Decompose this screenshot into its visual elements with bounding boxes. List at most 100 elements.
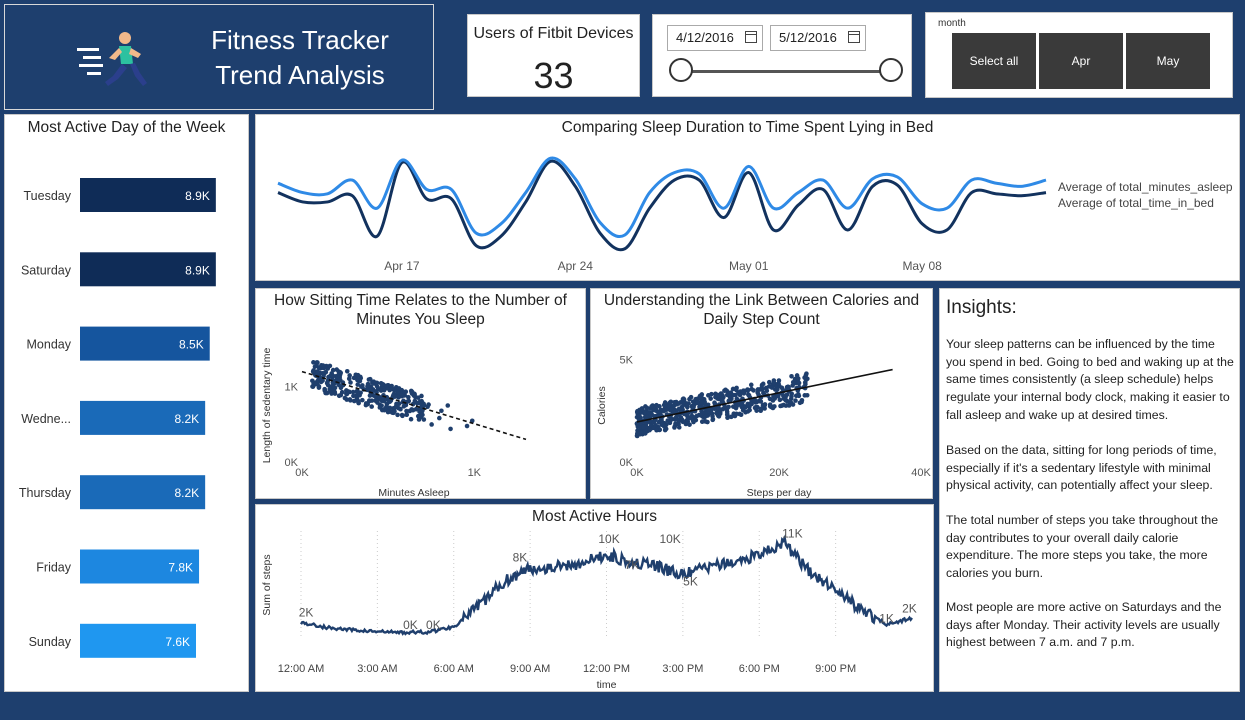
scatter-point <box>705 407 711 413</box>
scatter-point <box>320 370 325 376</box>
scatter-point <box>708 396 713 401</box>
x-tick-label: 6:00 AM <box>434 663 474 675</box>
scatter-point <box>351 398 357 404</box>
scatter-point <box>661 408 667 414</box>
scatter-point <box>418 405 424 410</box>
x-tick-label: Apr 24 <box>558 259 594 273</box>
scatter-point <box>322 386 327 392</box>
scatter-point <box>320 363 326 368</box>
slider-start-handle[interactable] <box>669 58 693 82</box>
scatter-point <box>371 379 376 384</box>
trend-line <box>636 368 893 423</box>
active-day-bar-chart: Tuesday 8.9K Saturday 8.9K Monday 8.5K Wedne..… <box>19 178 216 658</box>
scatter-point <box>314 363 319 369</box>
scatter-point <box>749 386 754 392</box>
scatter-point <box>671 409 677 415</box>
active-day-chart-title: Most Active Day of the Week <box>27 119 226 136</box>
slider-end-handle[interactable] <box>879 58 903 82</box>
bar-category-label: Friday <box>36 561 71 575</box>
scatter-point <box>758 387 764 392</box>
scatter-point <box>689 413 695 419</box>
calendar-icon[interactable] <box>745 31 757 43</box>
y-tick-label: 1K <box>285 382 299 394</box>
scatter-point <box>726 404 731 410</box>
scatter-point <box>312 380 317 386</box>
april-button[interactable]: Apr <box>1039 33 1123 89</box>
scatter-point <box>395 412 400 418</box>
scatter-point <box>372 393 378 399</box>
scatter-point <box>667 400 673 406</box>
scatter-point <box>685 416 691 422</box>
y-tick-label: 5K <box>620 354 634 366</box>
scatter-point <box>709 391 714 397</box>
scatter-point <box>777 397 783 403</box>
scatter-point <box>727 390 733 396</box>
insight-paragraph: Your sleep patterns can be influenced by… <box>946 337 1234 422</box>
scatter-point <box>790 383 795 388</box>
bar <box>80 252 216 287</box>
start-date-input[interactable]: 4/12/2016 <box>667 25 763 51</box>
x-tick-label: 12:00 AM <box>278 663 324 675</box>
legend-entry: Average of total_time_in_bed <box>1058 196 1214 210</box>
scatter-point <box>639 420 644 426</box>
scatter-point <box>660 422 666 427</box>
x-tick-label: 12:00 PM <box>583 663 630 675</box>
may-button[interactable]: May <box>1126 33 1210 89</box>
sedentary-scatter-panel: How Sitting Time Relates to the Number o… <box>255 288 586 499</box>
bar-value-label: 8.9K <box>185 189 210 203</box>
x-axis-label: Steps per day <box>747 487 813 499</box>
scatter-point <box>748 382 754 388</box>
select-all-button[interactable]: Select all <box>952 33 1036 89</box>
scatter-point <box>399 412 405 418</box>
scatter-point <box>315 369 320 374</box>
x-tick-label: May 08 <box>902 259 942 273</box>
scatter-point <box>389 386 395 392</box>
end-date-input[interactable]: 5/12/2016 <box>770 25 866 51</box>
data-label: 1K <box>879 611 894 625</box>
bar-value-label: 8.2K <box>174 486 199 500</box>
scatter-point <box>724 412 730 417</box>
scatter-point <box>758 399 764 404</box>
dashboard-title: Fitness Tracker Trend Analysis <box>210 23 390 93</box>
scatter-point <box>741 407 746 412</box>
active-hours-title: Most Active Hours <box>532 508 657 525</box>
runner-icon <box>77 32 147 86</box>
scatter-point <box>644 405 650 411</box>
scatter-point <box>781 393 786 399</box>
scatter-point <box>324 380 330 386</box>
scatter-point <box>412 399 418 405</box>
scatter-point <box>699 419 705 424</box>
scatter-point <box>379 403 384 408</box>
sleep-line-chart: Apr 17 Apr 24 May 01 May 08 Average of total… <box>277 156 1233 273</box>
date-range-slider[interactable] <box>679 70 891 73</box>
scatter-point <box>803 381 808 387</box>
scatter-point <box>752 398 757 404</box>
calendar-icon[interactable] <box>848 31 860 43</box>
scatter-point <box>363 402 369 408</box>
bar <box>80 549 200 584</box>
scatter-point <box>703 414 708 419</box>
scatter-point <box>734 403 740 409</box>
data-label: 8K <box>513 551 528 565</box>
scatter-point <box>673 416 678 421</box>
insights-heading: Insights: <box>946 297 1017 318</box>
scatter-point <box>327 386 333 392</box>
scatter-point <box>425 404 430 410</box>
scatter-point <box>392 405 398 410</box>
scatter-point <box>396 386 402 391</box>
date-slicer: 4/12/2016 5/12/2016 <box>652 14 912 97</box>
scatter-point <box>406 394 411 400</box>
scatter-point <box>330 380 336 385</box>
sleep-line-chart-panel: Comparing Sleep Duration to Time Spent L… <box>255 114 1240 281</box>
scatter-point <box>636 413 642 418</box>
scatter-point <box>377 394 383 400</box>
scatter-point <box>693 417 699 423</box>
scatter-point <box>715 392 720 398</box>
scatter-point <box>676 401 682 406</box>
scatter-point <box>786 403 792 408</box>
scatter-point <box>710 417 715 423</box>
scatter-point <box>639 406 645 412</box>
scatter-point <box>784 392 790 398</box>
scatter-point <box>775 393 781 399</box>
scatter-point <box>344 391 350 397</box>
